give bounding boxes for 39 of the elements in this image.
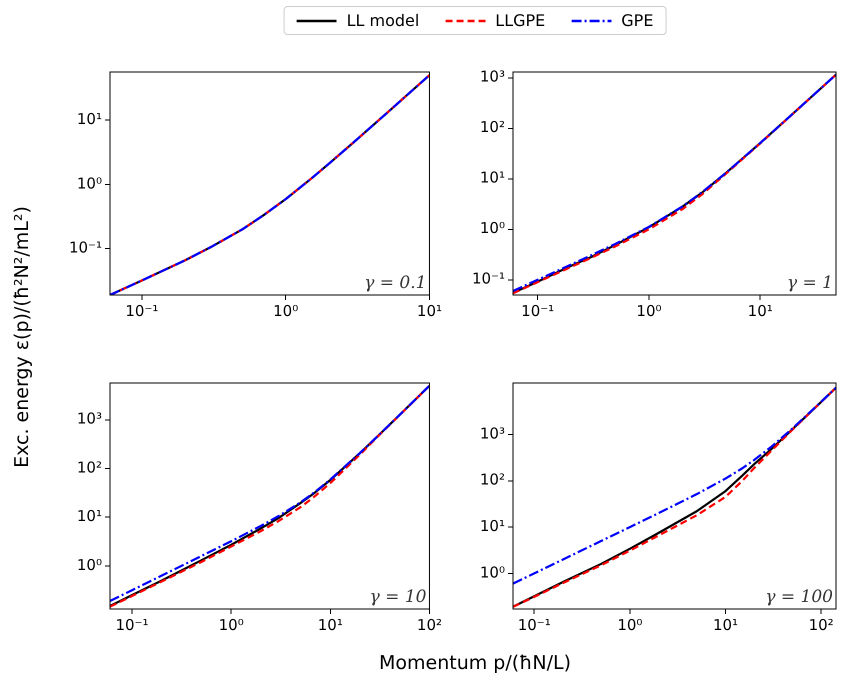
y-tick-label: 10¹ bbox=[480, 168, 505, 187]
x-tick-label: 10⁻¹ bbox=[125, 302, 158, 320]
y-tick-label: 10⁻¹ bbox=[68, 238, 102, 257]
x-tick-label: 10⁻¹ bbox=[115, 616, 149, 634]
y-tick-label: 10⁰ bbox=[76, 174, 102, 192]
x-tick-label: 10² bbox=[808, 616, 834, 634]
legend-label: LL model bbox=[346, 11, 420, 30]
annotation: γ = 100 bbox=[765, 586, 834, 607]
y-tick-label: 10¹ bbox=[480, 517, 505, 535]
y-tick-label: 10² bbox=[480, 118, 505, 136]
x-tick-label: 10⁰ bbox=[218, 616, 244, 634]
x-tick-label: 10¹ bbox=[416, 302, 442, 320]
x-tick-label: 10⁰ bbox=[617, 616, 642, 634]
y-axis-title: Exc. energy ε(p)/(ħ²N²/mL²) bbox=[11, 206, 33, 468]
x-tick-label: 10¹ bbox=[712, 616, 738, 634]
x-tick-label: 10⁰ bbox=[273, 302, 298, 320]
legend-label: LLGPE bbox=[495, 11, 546, 30]
y-tick-label: 10⁰ bbox=[480, 563, 505, 582]
y-tick-label: 10¹ bbox=[76, 507, 102, 526]
y-tick-label: 10² bbox=[76, 458, 102, 476]
annotation: γ = 0.1 bbox=[364, 272, 426, 293]
y-tick-label: 10³ bbox=[76, 410, 102, 428]
y-tick-label: 10³ bbox=[480, 424, 505, 442]
y-tick-label: 10⁰ bbox=[480, 219, 505, 238]
y-tick-label: 10⁻¹ bbox=[472, 270, 505, 288]
x-tick-label: 10⁻¹ bbox=[521, 302, 554, 320]
y-tick-label: 10³ bbox=[480, 68, 505, 86]
annotation: γ = 1 bbox=[786, 272, 833, 293]
x-tick-label: 10⁰ bbox=[636, 302, 662, 320]
x-tick-label: 10¹ bbox=[318, 616, 343, 634]
x-tick-label: 10⁻¹ bbox=[518, 616, 551, 634]
legend-label: GPE bbox=[621, 11, 654, 30]
y-tick-label: 10² bbox=[480, 470, 505, 489]
x-tick-label: 10² bbox=[416, 616, 442, 634]
y-tick-label: 10¹ bbox=[76, 110, 102, 128]
y-tick-label: 10⁰ bbox=[76, 556, 102, 574]
x-axis-title: Momentum p/(ħN/L) bbox=[379, 652, 571, 674]
x-tick-label: 10¹ bbox=[748, 302, 773, 320]
annotation: γ = 10 bbox=[370, 586, 427, 607]
